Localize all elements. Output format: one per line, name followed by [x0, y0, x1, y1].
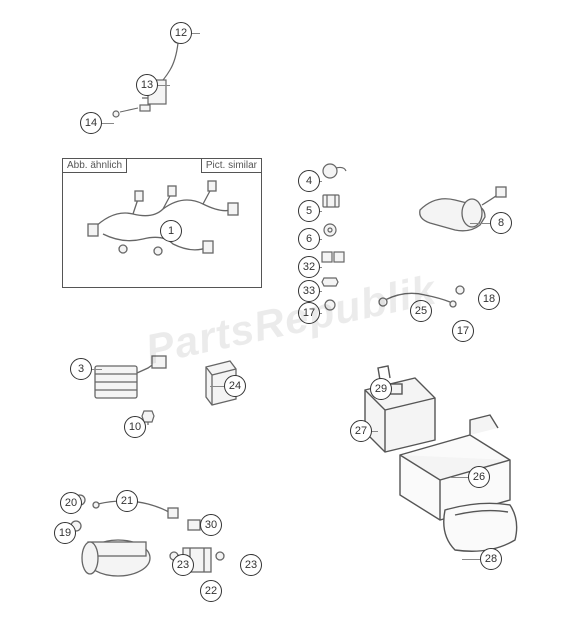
callout-32: 32	[298, 256, 320, 278]
lead	[100, 123, 114, 124]
part-33	[320, 274, 342, 290]
lead	[156, 85, 170, 86]
callout-25: 25	[410, 300, 432, 322]
callout-30: 30	[200, 514, 222, 536]
lead	[450, 477, 468, 478]
callout-10: 10	[124, 416, 146, 438]
callout-14: 14	[80, 112, 102, 134]
lead	[210, 386, 224, 387]
part-17a	[322, 298, 338, 312]
callout-28: 28	[480, 548, 502, 570]
callout-29: 29	[370, 378, 392, 400]
callout-8: 8	[490, 212, 512, 234]
callout-22: 22	[200, 580, 222, 602]
callout-18: 18	[478, 288, 500, 310]
callout-21: 21	[116, 490, 138, 512]
callout-3: 3	[70, 358, 92, 380]
callout-23: 23	[240, 554, 262, 576]
part-starter-motor	[68, 490, 258, 585]
callout-1: 1	[160, 220, 182, 242]
callout-13: 13	[136, 74, 158, 96]
callout-24: 24	[224, 375, 246, 397]
callout-17: 17	[452, 320, 474, 342]
part-battery-tray	[340, 360, 530, 560]
lead	[462, 559, 480, 560]
part-8	[400, 175, 510, 245]
callout-33: 33	[298, 280, 320, 302]
part-6	[320, 222, 340, 238]
callout-23: 23	[172, 554, 194, 576]
callout-17: 17	[298, 302, 320, 324]
lead	[470, 223, 490, 224]
part-5	[320, 192, 344, 210]
callout-12: 12	[170, 22, 192, 44]
part-32	[320, 248, 346, 266]
callout-27: 27	[350, 420, 372, 442]
part-3	[90, 348, 170, 408]
callout-4: 4	[298, 170, 320, 192]
callout-5: 5	[298, 200, 320, 222]
callout-19: 19	[54, 522, 76, 544]
callout-26: 26	[468, 466, 490, 488]
callout-6: 6	[298, 228, 320, 250]
part-4	[320, 162, 348, 180]
callout-20: 20	[60, 492, 82, 514]
